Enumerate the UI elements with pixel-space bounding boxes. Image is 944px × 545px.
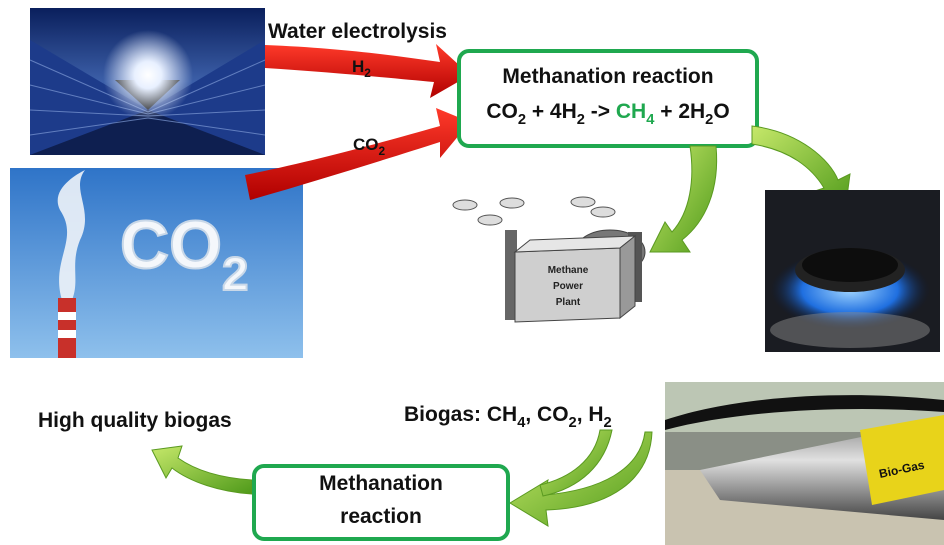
burner-photo	[765, 190, 940, 352]
subscript: 2	[569, 415, 577, 431]
text-segment: , CO	[525, 403, 568, 426]
red-arrows: H2 CO2	[245, 44, 470, 200]
subscript: 2	[705, 112, 713, 128]
subscript: 2	[577, 112, 585, 128]
text-segment: + 2H	[654, 100, 705, 123]
power-plant: Methane Power Plant	[452, 196, 646, 323]
box-title: Methanation reaction	[502, 65, 713, 88]
subscript: 4	[646, 112, 655, 128]
label: High quality biogas	[38, 409, 232, 432]
text-segment: CO	[120, 207, 222, 283]
reaction-box	[252, 464, 510, 541]
subscript: 2	[604, 415, 612, 431]
cloud-text: CO2	[120, 207, 248, 301]
text-segment: H	[352, 57, 364, 76]
text-segment: CO	[486, 100, 518, 123]
solar-photo	[29, 8, 266, 155]
plant-label: Methane	[548, 265, 589, 276]
plant-label: Plant	[556, 297, 581, 308]
pipe-photo: Bio-Gas	[665, 382, 944, 545]
arrow-label: H2	[352, 57, 371, 80]
subscript: 2	[379, 144, 386, 158]
text-segment: CO	[353, 135, 379, 154]
box-line: reaction	[340, 505, 422, 528]
plant-label: Power	[553, 281, 583, 292]
arrow-label: CO2	[353, 135, 386, 158]
biogas-label: Biogas: CH4, CO2, H2	[404, 403, 612, 431]
subscript: 4	[517, 415, 526, 431]
box-line: Methanation	[319, 472, 443, 495]
text-segment: , H	[577, 403, 604, 426]
co2-photo: CO2	[10, 168, 303, 358]
text-segment: + 4H	[526, 100, 577, 123]
text-segment: Biogas: CH	[404, 403, 517, 426]
subscript: 2	[364, 66, 371, 80]
subscript: 2	[518, 112, 526, 128]
subscript: 2	[222, 248, 248, 301]
text-segment: O	[713, 100, 729, 123]
text-segment: CH	[616, 100, 646, 123]
text-segment: ->	[585, 100, 616, 123]
label: Water electrolysis	[268, 20, 447, 43]
reaction-box	[457, 49, 759, 148]
equation: CO2 + 4H2 -> CH4 + 2H2O	[486, 100, 729, 128]
